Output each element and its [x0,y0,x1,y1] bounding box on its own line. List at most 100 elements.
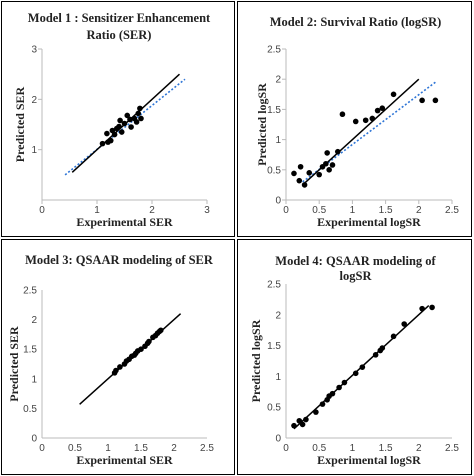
data-point [362,117,369,124]
data-point [390,333,397,340]
x-tick-label: 1 [105,443,111,454]
chart-panel-model-3: Model 3: QSAAR modeling of SER 0 0.5 1 1.5 2 2… [1,239,235,475]
x-tick-label: 1 [350,205,356,216]
data-point [372,352,379,358]
y-tick-label: 1.5 [267,105,281,116]
data-point [316,171,322,178]
y-axis-label: Predicted SER [7,326,21,402]
x-tick-label: 1.5 [379,205,393,216]
y-tick-label: 0.5 [267,403,281,414]
data-point [326,167,332,173]
x-tick-label: 2 [171,443,177,454]
x-tick-label: 2 [416,443,422,454]
data-point [107,137,114,144]
y-tick-label: 1.5 [23,345,37,356]
y-tick-label: 2.5 [267,280,281,291]
y-tick-label: 1 [275,372,281,383]
x-tick-label: 0.5 [68,443,82,454]
data-point [341,379,348,386]
chart-model-3-svg: Model 3: QSAAR modeling of SER 0 0.5 1 1.5 2 2… [7,253,214,467]
y-tick-label: 0.5 [23,404,37,415]
data-point [99,140,106,147]
chart-title: Model 4: QSAAR modeling of [275,254,436,268]
data-point [329,162,336,168]
y-tick-label: 2 [31,315,37,326]
chart-panel-model-4: Model 4: QSAAR modeling of logSR 0 0.5 1 1.5 2… [237,239,472,475]
data-point [429,304,435,311]
data-point [390,91,397,98]
x-axis-label: Experimental logSR [317,453,421,467]
data-point [339,111,346,118]
data-point [401,321,407,327]
x-tick-label: 2.5 [445,443,459,454]
data-point [334,148,341,155]
data-point [306,170,313,176]
x-tick-label: 1 [94,205,100,216]
data-point [128,124,134,130]
x-tick-label: 0 [39,443,45,454]
data-point [369,115,376,122]
data-point [359,364,366,370]
y-tick-label: 1.5 [267,341,281,352]
data-point [299,421,306,428]
data-point [133,119,140,125]
data-point [118,129,125,135]
x-tick-label: 0 [39,205,45,216]
data-point [127,116,133,123]
y-tick-label: 2 [275,310,281,321]
data-point [121,120,128,127]
data-point [117,364,123,370]
data-point [297,163,304,170]
data-point [117,117,123,124]
data-point [146,338,152,345]
data-point [319,401,326,407]
y-tick-label: 2.5 [23,286,37,297]
chart-title: Model 2: Survival Ratio (logSR) [270,15,442,29]
data-point [303,416,309,423]
chart-model-1-svg: Model 1 : Sensitizer Enhancement Ratio (S… [13,11,211,229]
x-axis-label: Experimental SER [76,453,173,467]
data-point [419,97,425,104]
y-tick-label: 1 [275,135,281,146]
data-point [323,160,329,167]
x-tick-label: 0.5 [312,205,326,216]
data-point [116,123,122,130]
x-tick-label: 2 [149,205,155,216]
x-tick-label: 0 [283,205,289,216]
trendline [64,78,186,176]
data-point [352,370,359,377]
y-tick-label: 0.5 [267,165,281,176]
x-tick-label: 1.5 [134,443,148,454]
fit-line [302,78,420,186]
data-point [291,422,297,429]
x-tick-label: 2 [416,205,422,216]
y-tick-label: 2 [275,75,281,86]
y-tick-label: 1 [31,145,37,156]
data-point [313,409,319,415]
data-point [374,107,381,114]
y-tick-label: 0 [275,434,281,445]
data-point [138,115,144,122]
data-point [158,327,164,334]
x-tick-label: 1.5 [379,443,393,454]
data-point [432,97,439,104]
y-tick-label: 3 [31,45,37,56]
y-tick-label: 2.5 [267,45,281,56]
data-point [137,105,143,112]
y-axis-label: Predicted logSR [249,319,263,402]
y-axis-label: Predicted logSR [255,83,269,166]
y-tick-label: 1 [31,374,37,385]
data-point [296,417,303,424]
data-point [336,384,342,391]
x-tick-label: 1 [350,443,356,454]
y-axis-label: Predicted SER [13,86,27,162]
data-point [329,390,336,397]
chart-panel-model-2: Model 2: Survival Ratio (logSR) 0 0.5 1 1.5 2… [237,1,472,237]
data-point [113,367,119,374]
data-point [111,131,118,138]
chart-title: Ratio (SER) [87,28,152,42]
x-tick-label: 0 [283,443,289,454]
chart-title: Model 3: QSAAR modeling of SER [25,253,214,267]
x-axis-label: Experimental logSR [317,215,421,229]
